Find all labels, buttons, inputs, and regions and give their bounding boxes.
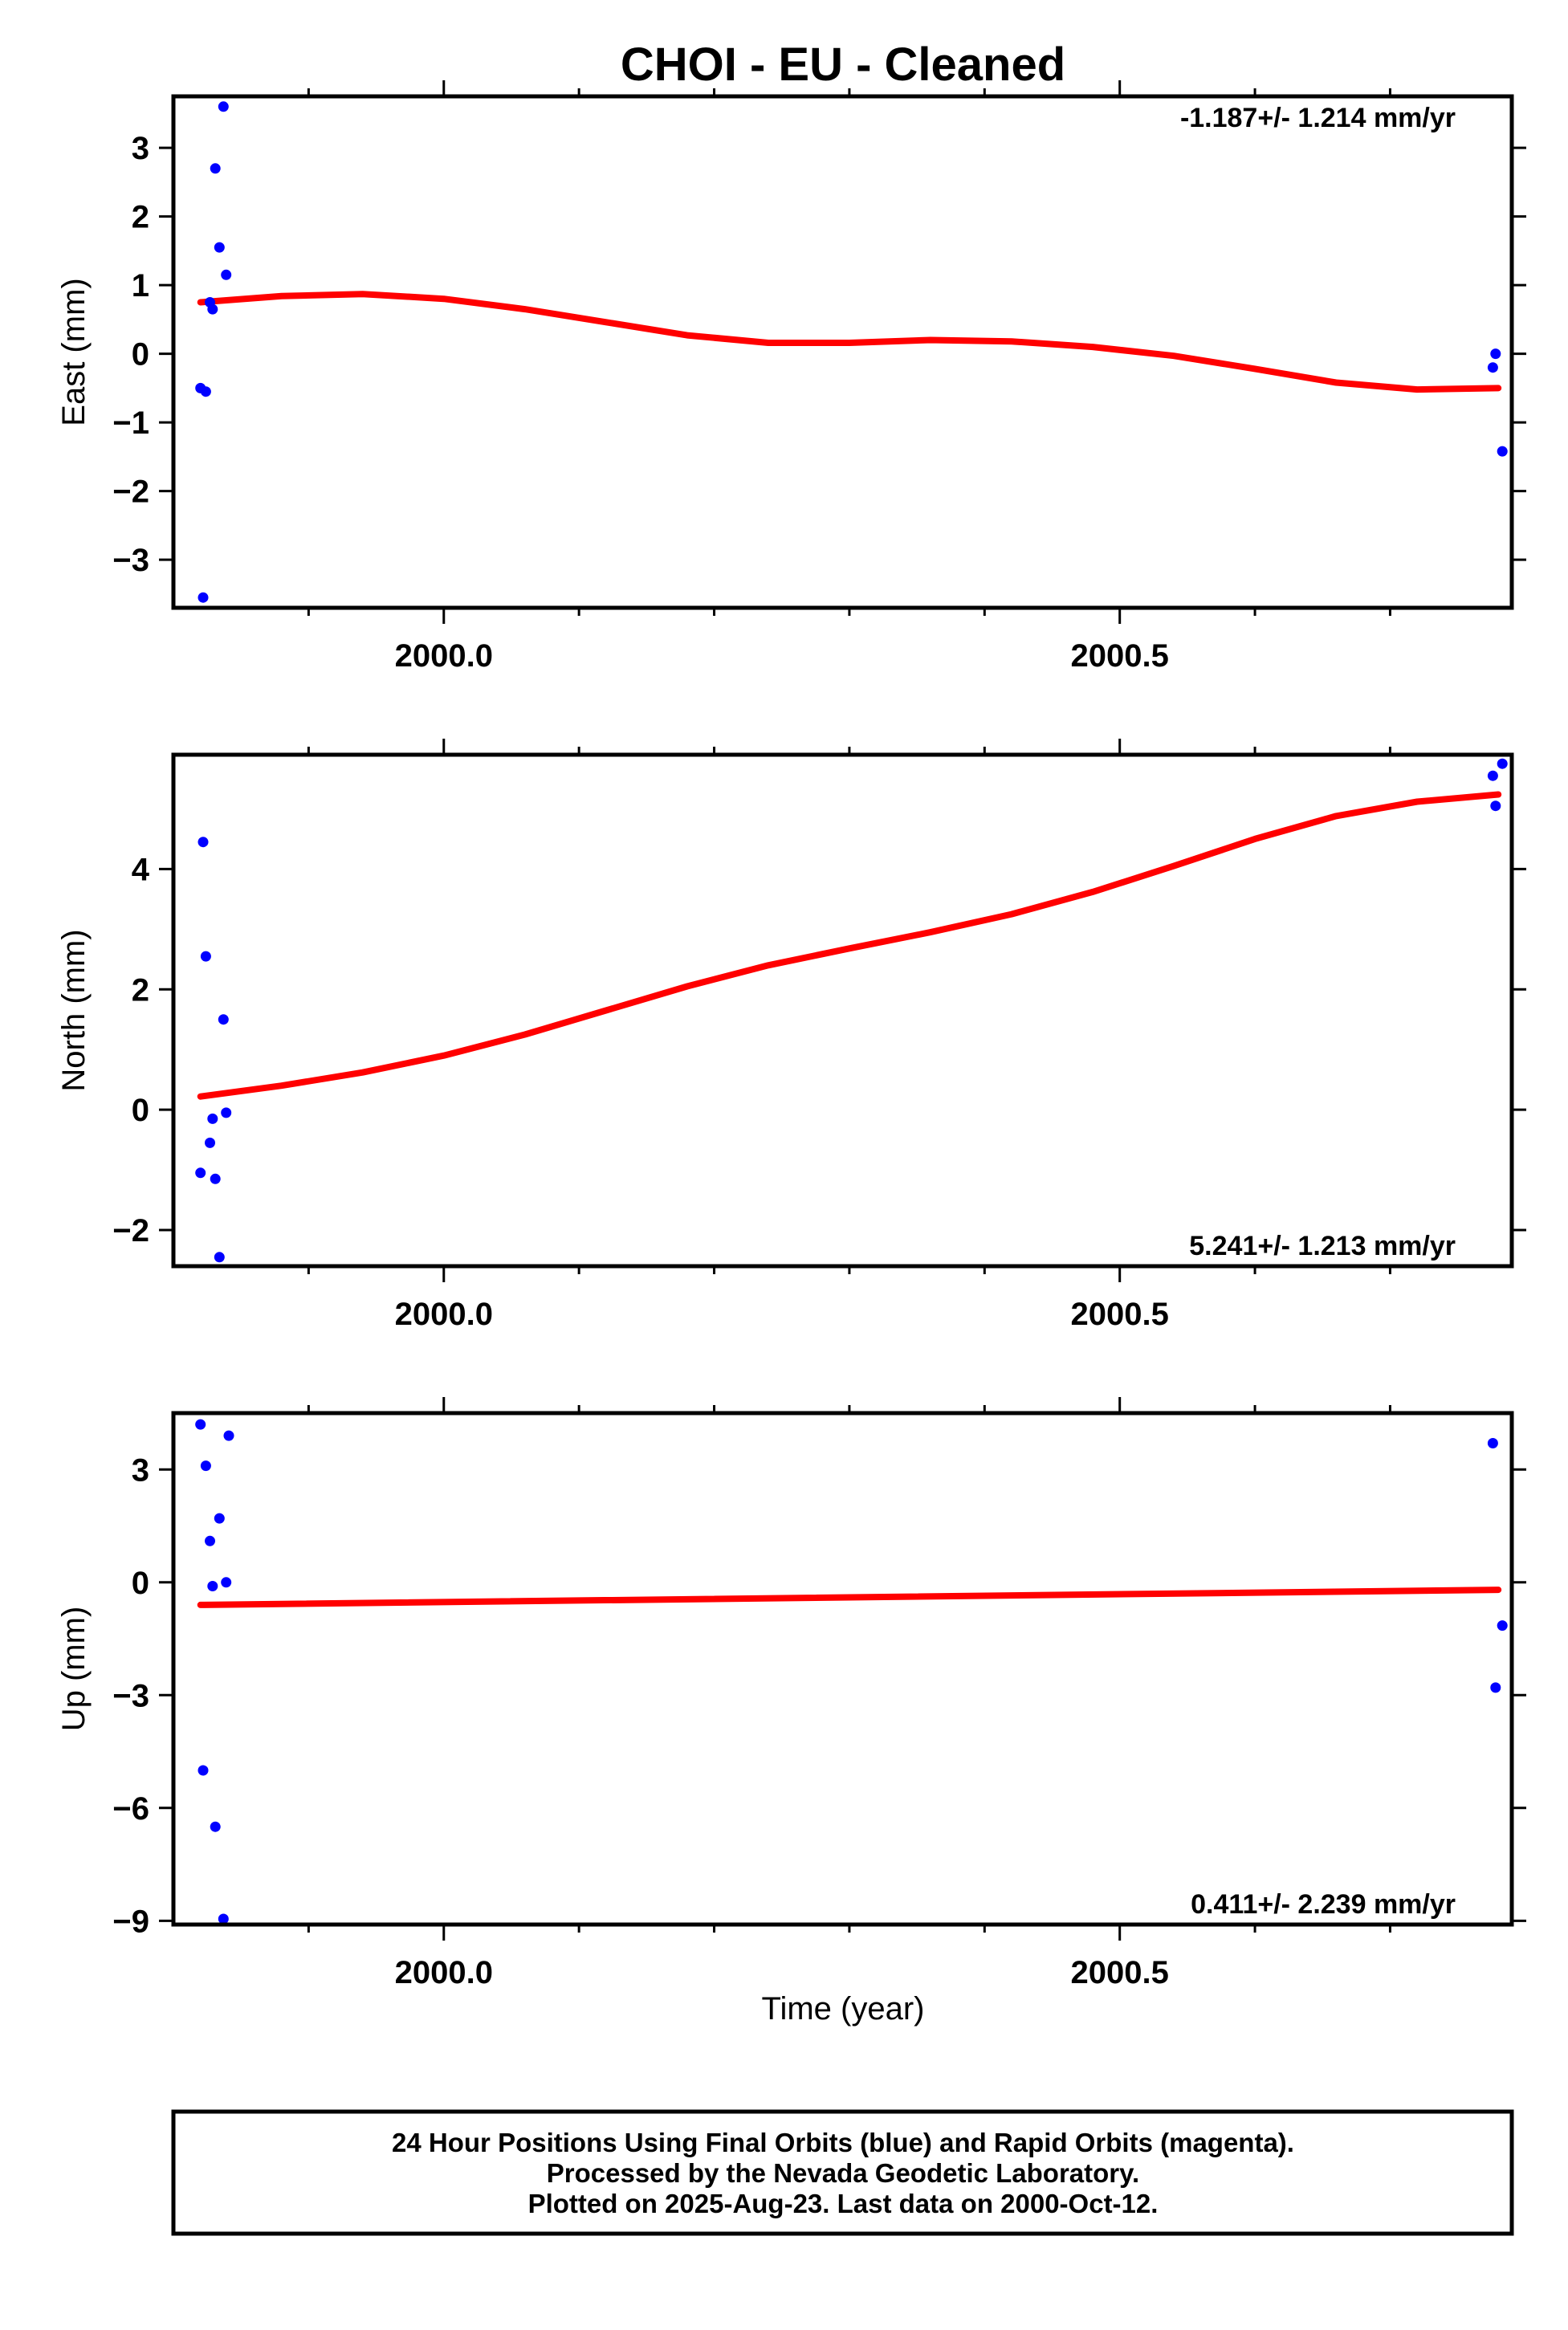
up-x-tick-label: 2000.0 <box>395 1955 493 1990</box>
north-data-point <box>205 1137 215 1148</box>
north-data-point <box>210 1173 221 1184</box>
north-frame <box>171 752 1514 1269</box>
north-panel: −2 0 2 4 2000.0 2000.5 North (mm) 5.241+/- 1.21… <box>56 739 1526 1332</box>
east-data-point <box>210 163 221 174</box>
up-data-point <box>1487 1438 1498 1448</box>
north-data-point <box>214 1252 225 1263</box>
east-y-tick-label: 2 <box>132 200 149 235</box>
north-data-point <box>200 951 211 962</box>
x-axis-label: Time (year) <box>762 1991 925 2027</box>
east-data-point <box>1490 348 1501 360</box>
north-y-tick-label: −2 <box>112 1213 149 1249</box>
north-data-point <box>1490 800 1501 812</box>
up-data-point <box>1497 1620 1508 1631</box>
north-data-point <box>218 1014 229 1025</box>
up-data-point <box>198 1765 209 1776</box>
up-y-tick-label: −6 <box>112 1791 149 1827</box>
footer-line-1: 24 Hour Positions Using Final Orbits (bl… <box>392 2128 1294 2157</box>
east-data-point <box>1497 446 1508 457</box>
up-data-point <box>205 1535 215 1546</box>
east-data-point <box>198 592 209 603</box>
up-y-tick-label: 0 <box>132 1566 149 1601</box>
north-x-tick-label: 2000.5 <box>1071 1297 1169 1332</box>
east-frame <box>171 94 1514 610</box>
up-data-point <box>210 1821 221 1832</box>
east-rate-label: -1.187+/- 1.214 mm/yr <box>1180 103 1456 133</box>
east-y-tick-label: 1 <box>132 268 149 303</box>
east-y-tick-label: −3 <box>112 543 149 578</box>
north-fit-line <box>197 791 1502 1100</box>
up-y-tick-label: −3 <box>112 1678 149 1713</box>
up-data-point <box>207 1581 218 1591</box>
east-y-tick-label: 0 <box>132 337 149 373</box>
up-data-point <box>195 1419 206 1430</box>
up-rate-label: 0.411+/- 2.239 mm/yr <box>1191 1889 1456 1920</box>
east-data-point <box>1487 362 1498 373</box>
up-data-point <box>218 1913 229 1925</box>
footer-line-3: Plotted on 2025-Aug-23. Last data on 200… <box>528 2189 1159 2218</box>
footer-line-2: Processed by the Nevada Geodetic Laborat… <box>547 2158 1139 2188</box>
north-y-tick-label: 2 <box>132 972 149 1008</box>
up-panel: −9 −6 −3 0 3 2000.0 2000.5 Up (mm) 0.411+/- 2.23… <box>56 1397 1526 1990</box>
up-data-point <box>1490 1682 1501 1693</box>
east-fit-line <box>197 291 1502 393</box>
north-y-tick-label: 0 <box>132 1093 149 1128</box>
east-data-point <box>207 303 218 315</box>
up-data-point <box>214 1513 225 1524</box>
east-data-point <box>200 386 211 397</box>
east-x-tick-label: 2000.0 <box>395 638 493 674</box>
north-x-tick-label: 2000.0 <box>395 1297 493 1332</box>
east-data-point <box>214 242 225 253</box>
footer-box <box>171 2109 1514 2236</box>
east-panel: −3 −2 −1 0 1 2 3 2000.0 2000.5 East (mm) -1.187+/-… <box>56 80 1526 674</box>
east-y-tick-label: −2 <box>112 475 149 510</box>
up-data-point <box>200 1460 211 1472</box>
east-data-point <box>218 101 229 112</box>
north-y-tick-label: 4 <box>132 852 150 887</box>
north-data-point <box>1487 770 1498 781</box>
up-x-tick-label: 2000.5 <box>1071 1955 1169 1990</box>
up-data-point <box>223 1430 234 1441</box>
figure-title: CHOI - EU - Cleaned <box>621 39 1065 91</box>
east-y-axis-label: East (mm) <box>56 278 92 426</box>
north-data-point <box>195 1167 206 1179</box>
north-data-point <box>198 837 209 848</box>
north-data-point <box>1497 758 1508 769</box>
north-data-point <box>221 1107 232 1118</box>
north-data-point <box>207 1113 218 1124</box>
east-x-tick-label: 2000.5 <box>1071 638 1169 674</box>
up-data-point <box>221 1577 232 1588</box>
east-y-tick-label: −1 <box>112 405 149 441</box>
east-y-tick-label: 3 <box>132 131 149 166</box>
north-y-axis-label: North (mm) <box>56 929 92 1091</box>
up-y-axis-label: Up (mm) <box>56 1607 92 1732</box>
east-data-point <box>221 269 232 280</box>
up-y-tick-label: 3 <box>132 1452 149 1488</box>
up-fit-line <box>197 1587 1502 1608</box>
north-rate-label: 5.241+/- 1.213 mm/yr <box>1189 1231 1456 1261</box>
up-frame <box>171 1411 1514 1927</box>
up-y-tick-label: −9 <box>112 1904 149 1939</box>
